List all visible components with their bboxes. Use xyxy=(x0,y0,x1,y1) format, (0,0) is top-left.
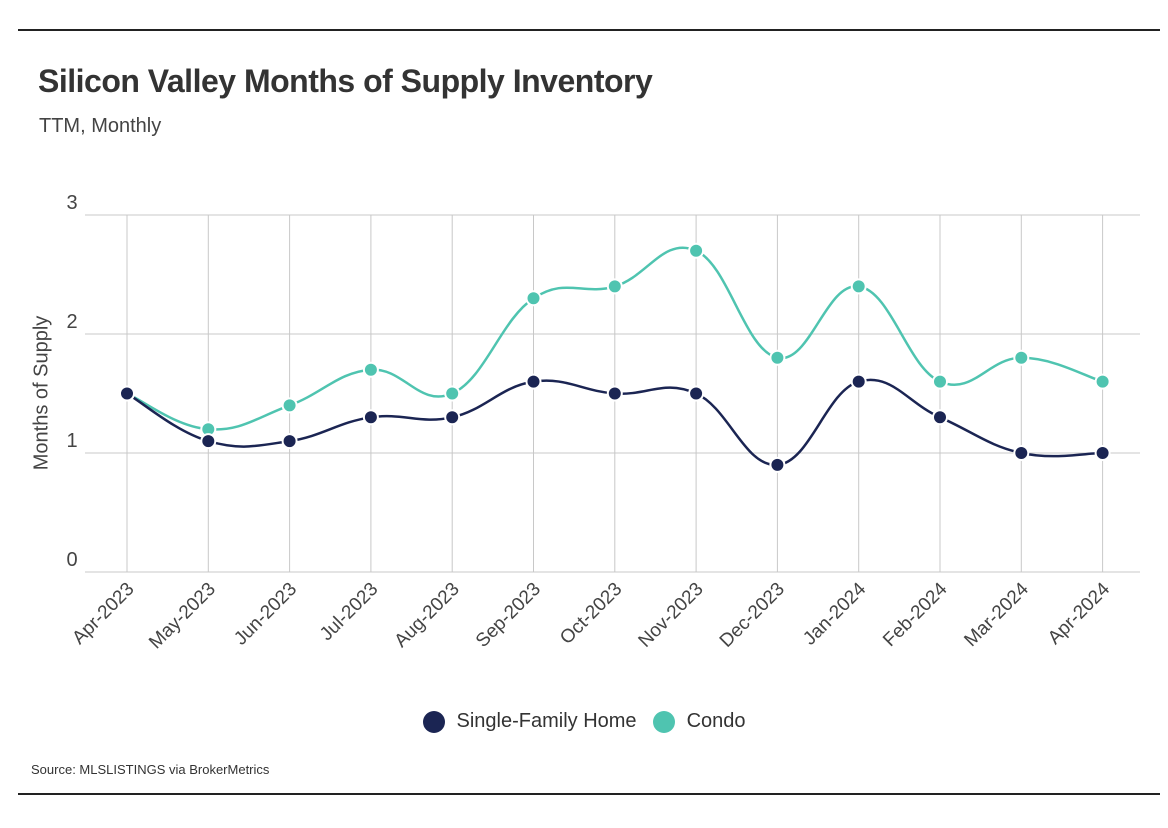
data-point-single-family xyxy=(362,409,379,426)
data-point-condo xyxy=(1094,373,1111,390)
bottom-rule xyxy=(18,793,1160,795)
data-point-single-family xyxy=(444,409,461,426)
y-tick-label: 1 xyxy=(66,430,77,452)
x-tick-label: Jun-2023 xyxy=(230,579,301,650)
x-tick-label: Apr-2024 xyxy=(1044,578,1114,648)
data-point-single-family xyxy=(769,456,786,473)
data-point-condo xyxy=(688,242,705,259)
data-point-condo xyxy=(606,278,623,295)
legend-item-condo: Condo xyxy=(652,710,746,733)
data-point-condo xyxy=(281,397,298,414)
data-point-condo xyxy=(932,373,948,390)
y-tick-label: 3 xyxy=(66,192,77,214)
chart-subtitle: TTM, Monthly xyxy=(39,115,162,137)
data-point-single-family xyxy=(200,433,217,450)
data-point-single-family xyxy=(850,373,867,390)
legend-swatch-condo xyxy=(652,710,675,733)
data-point-condo xyxy=(525,290,542,307)
data-point-single-family xyxy=(932,409,948,426)
data-point-single-family xyxy=(1094,445,1111,461)
legend-item-single-family: Single-Family Home xyxy=(422,710,637,733)
chart-title: Silicon Valley Months of Supply Inventor… xyxy=(38,63,653,99)
data-point-single-family xyxy=(606,385,623,402)
legend-label-single-family: Single-Family Home xyxy=(456,710,637,732)
source-note: Source: MLSLISTINGS via BrokerMetrics xyxy=(31,762,270,777)
data-point-single-family xyxy=(525,373,542,390)
x-tick-label: Oct-2023 xyxy=(556,579,626,649)
legend: Single-Family Home Condo xyxy=(0,710,1168,733)
data-point-condo xyxy=(1013,349,1030,366)
x-tick-label: Jul-2023 xyxy=(316,579,382,645)
x-tick-label: Mar-2024 xyxy=(960,578,1033,651)
x-tick-label: Jan-2024 xyxy=(799,578,870,649)
x-tick-label: Feb-2024 xyxy=(879,578,952,651)
legend-swatch-single-family xyxy=(422,710,445,733)
legend-label-condo: Condo xyxy=(686,710,746,732)
x-tick-label: Apr-2023 xyxy=(68,579,138,649)
y-tick-label: 0 xyxy=(66,549,77,571)
x-tick-label: Dec-2023 xyxy=(716,579,789,652)
x-tick-label: Nov-2023 xyxy=(635,579,708,652)
data-point-single-family xyxy=(119,385,135,402)
x-tick-label: Aug-2023 xyxy=(391,579,464,652)
data-point-single-family xyxy=(688,385,705,402)
x-tick-label: Sep-2023 xyxy=(472,579,545,652)
top-rule xyxy=(18,29,1160,31)
data-point-condo xyxy=(362,361,379,378)
data-point-single-family xyxy=(1013,445,1030,461)
data-point-condo xyxy=(444,385,461,402)
x-tick-label: May-2023 xyxy=(145,579,220,654)
data-point-single-family xyxy=(281,433,298,450)
data-point-condo xyxy=(850,278,867,295)
y-tick-label: 2 xyxy=(66,311,77,333)
data-point-condo xyxy=(769,349,786,366)
